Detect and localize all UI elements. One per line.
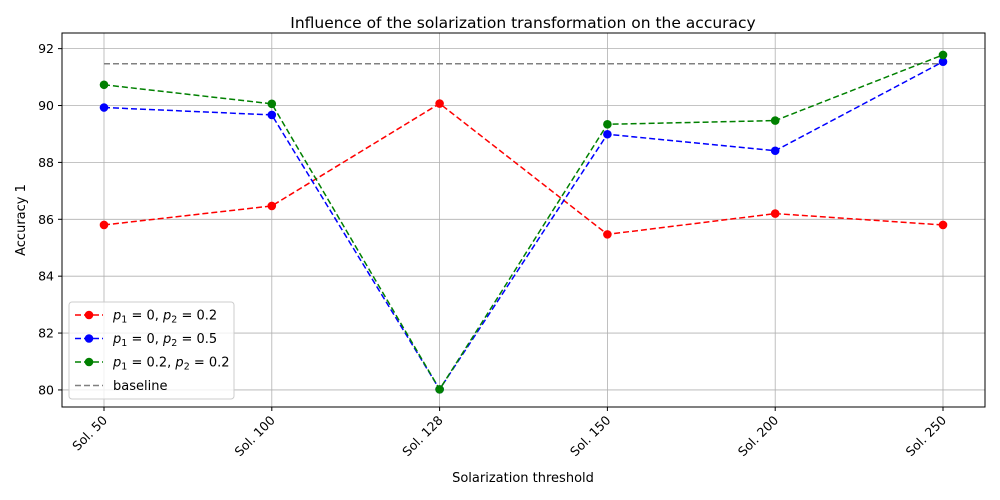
legend-label: baseline [113, 379, 167, 394]
legend-entry: p1 = 0, p2 = 0.5 [75, 332, 217, 349]
legend-label: p1 = 0, p2 = 0.2 [112, 309, 217, 326]
data-point [435, 99, 444, 108]
series-line [103, 54, 944, 391]
y-tick-label: 92 [38, 41, 54, 56]
series-1 [99, 99, 948, 239]
y-tick-label: 86 [38, 212, 54, 227]
chart-title: Influence of the solarization transforma… [290, 14, 755, 32]
y-tick-label: 84 [38, 269, 54, 284]
plot-frame [61, 32, 986, 408]
series-line [103, 102, 944, 236]
y-axis-label: Accuracy 1 [14, 184, 29, 256]
series-3 [99, 50, 948, 394]
data-point [99, 80, 109, 90]
data-point [770, 209, 780, 218]
legend-entry: p1 = 0, p2 = 0.2 [75, 309, 217, 326]
data-point [938, 220, 948, 230]
data-point [435, 385, 444, 394]
legend-box [68, 301, 235, 400]
data-point [770, 146, 780, 156]
y-tick-label: 88 [38, 155, 54, 170]
legend-marker [84, 310, 94, 320]
data-point [99, 103, 109, 112]
y-tick-label: 80 [38, 382, 54, 397]
series-layer [99, 50, 948, 394]
legend-entry: baseline [75, 379, 167, 394]
legend-label: p1 = 0, p2 = 0.5 [112, 332, 217, 349]
legend-marker [84, 357, 94, 367]
data-point [267, 110, 277, 120]
data-point [267, 201, 277, 211]
data-point [603, 119, 612, 129]
legend-entry: p1 = 0.2, p2 = 0.2 [75, 356, 230, 373]
y-tick-label: 90 [38, 98, 54, 113]
x-axis-label: Solarization threshold [452, 471, 594, 486]
series-line [103, 61, 944, 391]
legend: p1 = 0, p2 = 0.2 p1 = 0, p2 = 0.5 p1 = 0.2… [68, 301, 235, 400]
data-point [938, 50, 948, 60]
data-point [770, 116, 780, 125]
data-point [267, 99, 277, 109]
data-point [938, 57, 948, 67]
y-tick-label: 82 [38, 326, 54, 341]
data-point [603, 129, 612, 139]
data-point [603, 230, 612, 239]
legend-label: p1 = 0.2, p2 = 0.2 [112, 356, 230, 373]
y-axis: 80 82 84 86 88 90 92 [38, 41, 62, 397]
data-point [99, 220, 109, 230]
legend-marker [84, 334, 94, 343]
